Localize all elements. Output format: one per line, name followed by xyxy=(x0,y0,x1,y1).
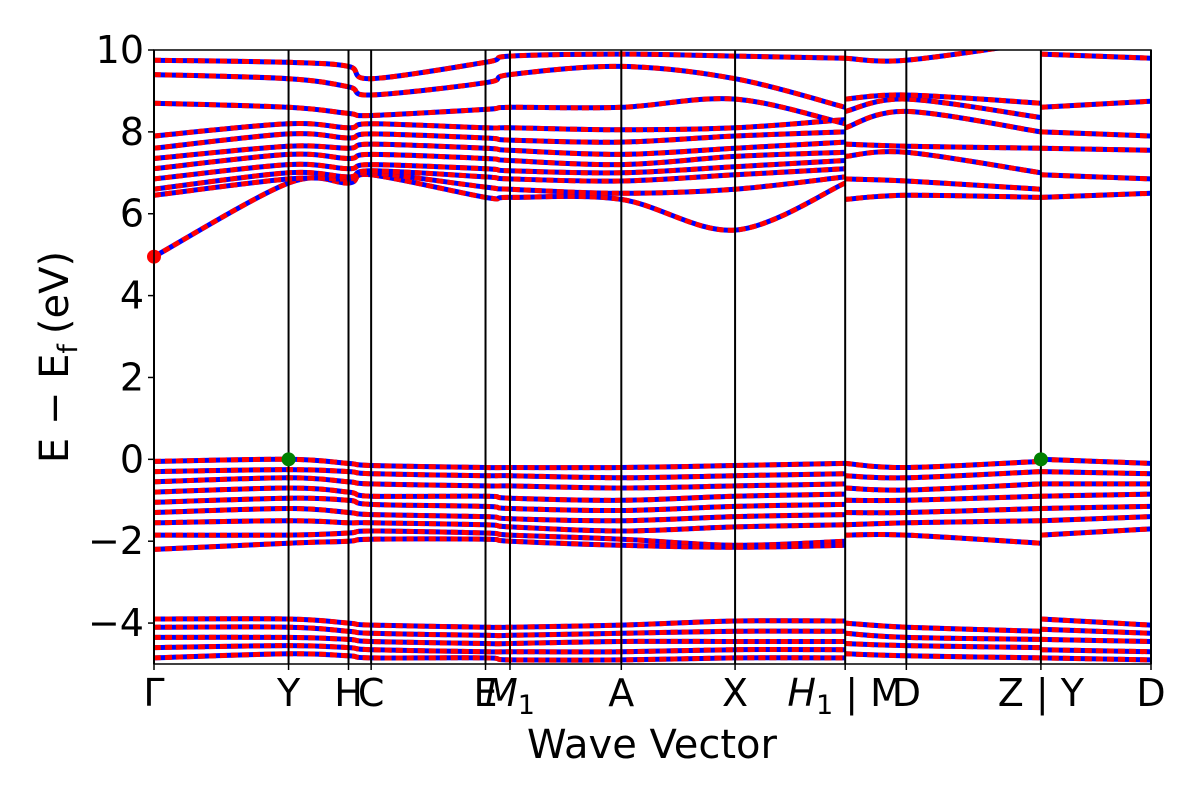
band-spin-down-45 xyxy=(1040,503,1151,511)
band-spin-down-24 xyxy=(1040,51,1151,61)
band-spin-down-14 xyxy=(845,141,1041,151)
bands-layer xyxy=(154,50,1151,663)
band-spin-down-18 xyxy=(845,50,1003,64)
band-spin-down-49 xyxy=(154,624,846,639)
band-spin-down-20 xyxy=(1040,172,1151,182)
band-spin-down-4 xyxy=(154,149,846,172)
y-tick-label-1: −2 xyxy=(88,519,144,563)
y-tick-label-3: 2 xyxy=(120,355,144,399)
band-spin-down-41 xyxy=(1040,456,1151,466)
band-spin-down-60 xyxy=(1040,647,1151,655)
band-spin-down-34 xyxy=(844,458,1042,471)
band-spin-down-11 xyxy=(845,192,1041,202)
band-spin-up-18 xyxy=(845,50,1003,64)
band-spin-down-28 xyxy=(154,485,846,503)
band-spin-down-46 xyxy=(1040,514,1151,524)
x-tick-label-4: E xyxy=(474,671,498,715)
band-spin-down-6 xyxy=(154,129,846,151)
band-spin-down-1 xyxy=(154,170,846,198)
band-spin-down-42 xyxy=(1040,469,1151,477)
band-spin-down-57 xyxy=(1040,616,1151,628)
band-spin-down-58 xyxy=(1040,626,1151,636)
band-spin-down-0 xyxy=(154,171,847,259)
band-spin-down-50 xyxy=(154,634,846,647)
band-spin-down-52 xyxy=(154,651,846,663)
x-tick-label-10: Z | Y xyxy=(998,671,1085,716)
band-spin-down-61 xyxy=(1040,655,1151,663)
y-tick-label-2: 0 xyxy=(120,437,144,481)
band-spin-down-53 xyxy=(845,620,1041,634)
vbm-marker-0 xyxy=(281,452,296,467)
x-axis-label: Wave Vector xyxy=(527,722,778,768)
y-tick-label-4: 4 xyxy=(120,274,144,318)
band-spin-down-16 xyxy=(844,96,1042,120)
y-tick-label-5: 6 xyxy=(120,192,144,236)
band-spin-down-32 xyxy=(154,528,846,548)
band-spin-down-44 xyxy=(1040,491,1151,499)
band-spin-down-17 xyxy=(844,92,1042,106)
band-spin-down-55 xyxy=(845,641,1041,651)
band-spin-down-21 xyxy=(1040,145,1151,153)
band-spin-down-35 xyxy=(845,469,1042,481)
x-tick-label-5: M1 xyxy=(485,671,535,721)
band-spin-down-3 xyxy=(154,158,846,182)
extrema-markers xyxy=(147,249,1048,467)
y-tick-label-6: 8 xyxy=(120,110,144,154)
y-axis-label-main: E − E xyxy=(32,354,78,464)
band-spin-down-48 xyxy=(154,616,846,630)
band-spin-down-56 xyxy=(845,651,1041,661)
band-spin-down-29 xyxy=(154,495,846,514)
y-tick-label-7: 10 xyxy=(96,28,144,72)
band-spin-down-51 xyxy=(154,643,846,655)
y-tick-label-0: −4 xyxy=(88,601,144,645)
band-spin-down-30 xyxy=(154,505,846,524)
band-spin-down-12 xyxy=(845,176,1042,192)
band-spin-down-33 xyxy=(154,536,846,552)
vbm-marker-1 xyxy=(1033,452,1048,467)
y-axis-label-unit: (eV) xyxy=(32,251,78,334)
band-spin-down-9 xyxy=(154,63,846,110)
band-spin-down-19 xyxy=(1040,190,1151,200)
band-spin-down-54 xyxy=(845,630,1041,642)
band-spin-down-36 xyxy=(845,481,1042,493)
y-axis-label: E − Ef (eV) xyxy=(32,251,84,463)
band-spin-down-23 xyxy=(1040,98,1151,110)
band-spin-down-25 xyxy=(154,456,846,471)
x-tick-label-11: D xyxy=(1136,671,1165,715)
x-tick-label-8: H1 | M xyxy=(787,671,903,721)
plot-frame xyxy=(153,49,1152,665)
x-tick-label-3: C xyxy=(358,671,385,715)
band-spin-down-38 xyxy=(845,506,1041,516)
band-spin-down-5 xyxy=(154,139,846,161)
band-spin-down-2 xyxy=(154,166,846,192)
band-spin-down-59 xyxy=(1040,636,1151,644)
x-tick-label-6: A xyxy=(608,671,634,715)
band-spin-down-13 xyxy=(844,149,1042,176)
x-tick-label-0: Γ xyxy=(143,671,164,715)
y-axis-label-subscript: f xyxy=(53,343,84,354)
band-spin-down-31 xyxy=(154,518,846,534)
band-spin-down-37 xyxy=(845,493,1041,504)
band-spin-down-47 xyxy=(1040,526,1151,538)
band-spin-down-40 xyxy=(845,531,1042,546)
band-spin-down-10 xyxy=(154,51,846,82)
band-spin-down-22 xyxy=(1040,129,1151,139)
band-spin-down-26 xyxy=(154,467,846,481)
band-spin-down-39 xyxy=(845,518,1041,528)
band-spin-down-15 xyxy=(844,108,1042,135)
band-spin-down-7 xyxy=(154,117,846,139)
band-spin-up-8 xyxy=(154,96,846,127)
y-axis: −4 −2 0 2 4 6 8 10 xyxy=(88,28,154,645)
x-tick-label-2: H xyxy=(334,671,363,715)
band-spin-down-27 xyxy=(154,475,846,491)
band-spin-down-8 xyxy=(154,96,846,127)
x-tick-label-9: D xyxy=(892,671,921,715)
x-tick-label-7: X xyxy=(722,671,748,715)
x-tick-label-1: Y xyxy=(276,671,301,715)
